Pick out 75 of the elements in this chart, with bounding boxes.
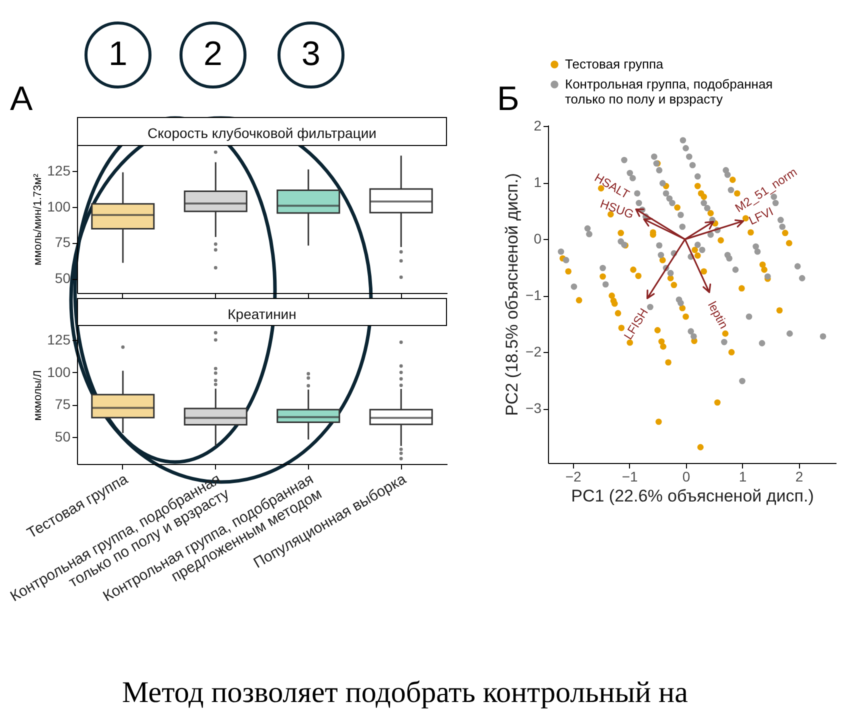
y-axis-title: мкмолы/Л xyxy=(32,370,44,421)
legend-label: Контрольная группа, подобранная только по полу и врзрасту xyxy=(565,76,773,106)
x-tick-label: −2 xyxy=(565,468,582,484)
text: А xyxy=(10,80,33,119)
point xyxy=(630,266,636,273)
legend-label: Тестовая группа xyxy=(565,56,664,72)
y-tick-label: 75 xyxy=(54,234,71,250)
point xyxy=(600,273,606,280)
point xyxy=(635,272,642,280)
x-tick-label: 1 xyxy=(738,468,747,484)
point xyxy=(608,292,615,299)
point xyxy=(660,343,666,350)
point xyxy=(679,304,686,312)
point xyxy=(682,313,689,320)
point xyxy=(776,307,783,314)
point xyxy=(707,210,714,216)
y-tick-label: 2 xyxy=(534,118,542,134)
x-tick-label: −1 xyxy=(622,468,638,484)
point xyxy=(565,268,572,275)
y-tick-label: 1 xyxy=(534,174,542,190)
point xyxy=(658,338,665,345)
text: 2 xyxy=(202,35,224,74)
y-tick-label: 100 xyxy=(47,198,71,214)
point xyxy=(759,261,766,268)
y-axis-title: ммоль/мин/1.73м² xyxy=(32,173,44,266)
y-tick-label: 100 xyxy=(47,364,71,380)
point xyxy=(576,297,582,304)
point xyxy=(700,194,708,200)
point xyxy=(700,268,708,275)
point xyxy=(656,418,662,425)
y-tick-label: −2 xyxy=(526,344,542,360)
y-tick-label: 0 xyxy=(534,230,542,247)
point xyxy=(670,282,678,288)
point xyxy=(611,300,618,307)
point xyxy=(694,252,701,259)
point xyxy=(665,359,672,366)
text: Метод позволяет подобрать контрольный на xyxy=(122,676,688,710)
point xyxy=(728,349,735,356)
point xyxy=(694,182,701,190)
x-axis-title: PC1 (22.6% объясненой дисп.) xyxy=(571,486,814,506)
y-tick-label: 125 xyxy=(47,162,71,178)
point xyxy=(692,246,698,254)
point xyxy=(714,399,721,406)
point xyxy=(614,310,622,316)
x-tick-label: 0 xyxy=(682,468,690,484)
point xyxy=(748,229,754,236)
chart-title: Скорость клубочковой фильтрации xyxy=(148,125,376,141)
point xyxy=(782,230,788,236)
y-axis-title: PC2 (18.5% объясненой дисп.) xyxy=(502,173,522,416)
y-tick-label: 50 xyxy=(54,428,71,444)
point xyxy=(626,339,634,346)
point xyxy=(718,237,724,244)
point xyxy=(674,204,680,211)
y-tick-label: 125 xyxy=(47,332,71,348)
x-tick-label: 2 xyxy=(795,468,804,484)
annotation: leptin xyxy=(705,299,731,331)
text: Б xyxy=(497,80,520,119)
y-tick-label: 75 xyxy=(54,396,71,412)
y-tick-label: −3 xyxy=(526,400,542,416)
point xyxy=(786,240,792,246)
point xyxy=(618,230,624,236)
point xyxy=(667,275,674,282)
point xyxy=(761,266,768,273)
annotation: HSUG xyxy=(598,196,636,222)
text: 1 xyxy=(108,35,128,74)
point xyxy=(722,330,728,337)
point xyxy=(697,444,704,450)
point xyxy=(654,327,661,334)
y-tick-label: 50 xyxy=(54,270,71,286)
y-tick-label: −1 xyxy=(526,287,542,304)
point xyxy=(742,215,749,222)
text: 3 xyxy=(300,35,322,74)
point xyxy=(659,256,666,264)
point xyxy=(738,285,745,292)
chart-title: Креатинин xyxy=(228,306,296,322)
